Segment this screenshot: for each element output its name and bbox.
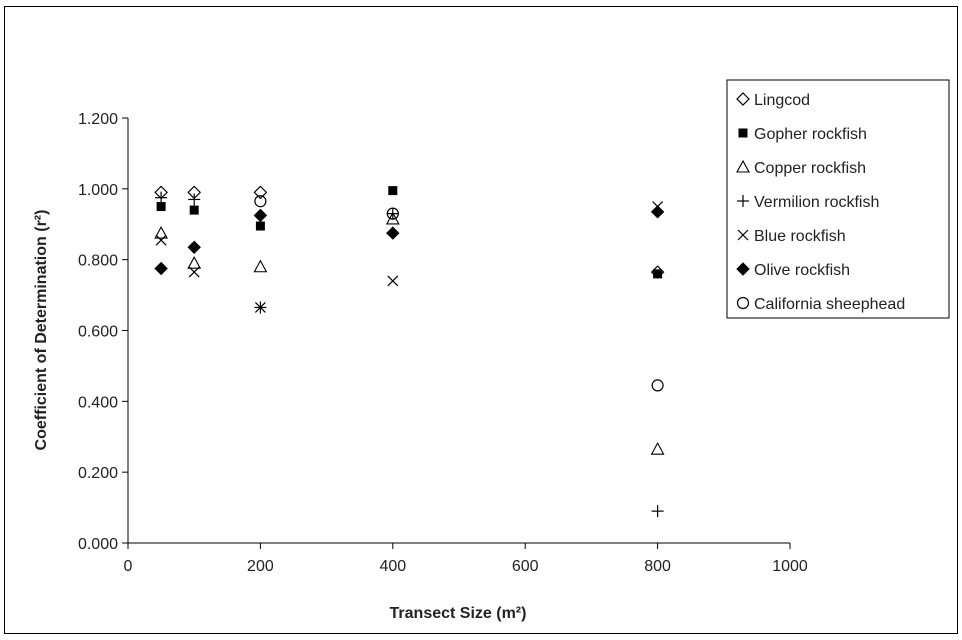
- data-points: [154, 185, 665, 518]
- y-axis-title: Coefficient of Determination (r²): [33, 210, 50, 451]
- legend-marker-lingcod: [736, 92, 750, 106]
- legend-label-blue-rockfish: Blue rockfish: [754, 228, 846, 245]
- legend-marker-blue-rockfish: [737, 229, 749, 241]
- y-tick-label: 0.400: [78, 394, 118, 411]
- blue-rockfish-point: [188, 266, 200, 278]
- legend-label-california-sheephead: California sheephead: [754, 296, 905, 313]
- x-tick-label: 200: [247, 558, 274, 575]
- legend-marker-olive-rockfish: [736, 262, 750, 276]
- legend-label-lingcod: Lingcod: [754, 92, 810, 109]
- california-sheephead-point: [651, 379, 664, 392]
- legend-label-copper-rockfish: Copper rockfish: [754, 160, 866, 177]
- copper-rockfish-point: [650, 441, 665, 455]
- blue-rockfish-point: [254, 302, 266, 313]
- copper-rockfish-point: [253, 259, 268, 273]
- vermilion-rockfish-point: [155, 191, 168, 204]
- gopher-rockfish-point: [189, 205, 199, 215]
- olive-rockfish-point: [154, 261, 168, 276]
- gopher-rockfish-point: [653, 269, 663, 279]
- axes: [122, 117, 791, 549]
- california-sheephead-point: [254, 195, 267, 208]
- x-tick-label: 0: [124, 558, 133, 575]
- vermilion-rockfish-point: [188, 193, 201, 206]
- blue-rockfish-point: [387, 275, 399, 287]
- x-tick-label: 800: [644, 558, 671, 575]
- legend-marker-california-sheephead: [736, 296, 750, 310]
- california-sheephead-point: [386, 207, 399, 220]
- vermilion-rockfish-point: [651, 505, 664, 518]
- x-tick-label: 1000: [772, 558, 808, 575]
- copper-rockfish-point: [187, 256, 202, 269]
- y-tick-label: 1.000: [78, 182, 118, 199]
- legend: Lingcod Gopher rockfish Copper rockfish Ver…: [726, 79, 950, 319]
- legend-marker-gopher-rockfish: [738, 128, 748, 138]
- x-tick-label: 400: [379, 558, 406, 575]
- gopher-rockfish-point: [388, 186, 398, 196]
- blue-rockfish-point: [155, 234, 167, 246]
- legend-label-olive-rockfish: Olive rockfish: [754, 262, 850, 279]
- olive-rockfish-point: [386, 226, 400, 240]
- gopher-rockfish-point: [156, 202, 166, 212]
- olive-rockfish-point: [187, 240, 201, 254]
- olive-rockfish-point: [650, 205, 665, 219]
- y-tick-label: 0.000: [78, 536, 118, 553]
- gopher-rockfish-point: [255, 221, 265, 231]
- copper-rockfish-point: [154, 225, 169, 239]
- legend-label-vermilion-rockfish: Vermilion rockfish: [754, 194, 879, 211]
- y-tick-label: 1.200: [78, 111, 118, 128]
- vermilion-rockfish-point: [386, 207, 399, 220]
- y-tick-label: 0.200: [78, 465, 118, 482]
- olive-rockfish-point: [253, 208, 268, 223]
- y-tick-label: 0.800: [78, 253, 118, 270]
- legend-box: [726, 79, 950, 319]
- y-tick-label: 0.600: [78, 324, 118, 341]
- x-tick-label: 600: [512, 558, 539, 575]
- x-axis-title: Transect Size (m²): [390, 605, 527, 622]
- legend-marker-copper-rockfish: [736, 159, 750, 173]
- legend-label-gopher-rockfish: Gopher rockfish: [754, 126, 867, 143]
- legend-marker-vermilion-rockfish: [737, 195, 749, 207]
- lingcod-point: [253, 185, 268, 200]
- tick-labels: 0.000 0.200 0.400 0.600 0.800 1.000 1.200 0 200 4…: [78, 111, 808, 575]
